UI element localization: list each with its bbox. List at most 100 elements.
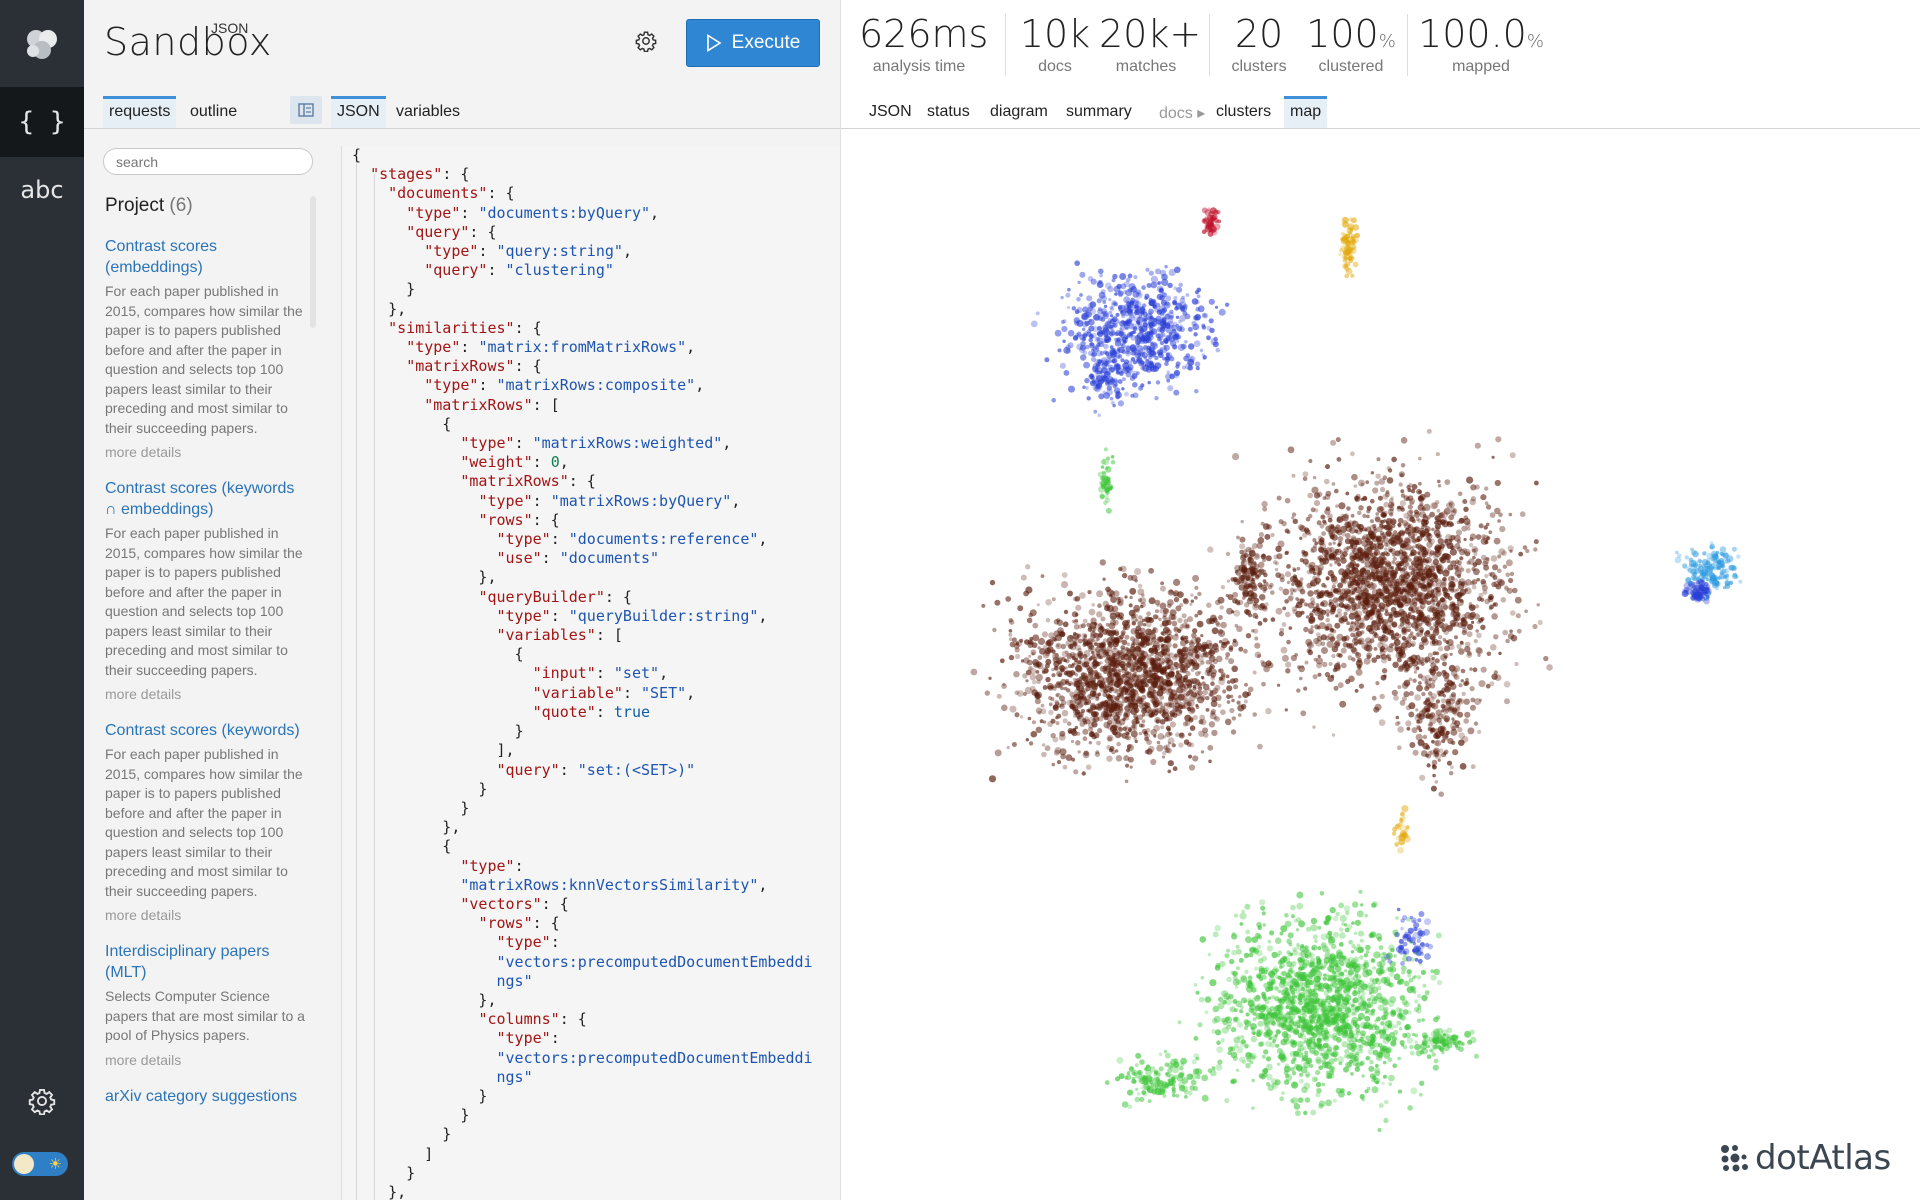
map-point <box>1074 317 1080 324</box>
map-point <box>1192 755 1199 762</box>
map-point <box>1110 307 1115 311</box>
request-title[interactable]: Contrast scores (embeddings) <box>105 238 218 276</box>
map-point <box>1331 482 1336 486</box>
map-point <box>1167 317 1174 325</box>
theme-toggle[interactable]: ☀ <box>12 1152 68 1176</box>
document-map[interactable] <box>841 129 1920 1200</box>
map-point <box>1077 638 1083 644</box>
map-point <box>1147 316 1152 322</box>
map-point <box>1417 605 1424 613</box>
app-logo[interactable] <box>0 10 84 80</box>
map-point <box>988 775 997 783</box>
map-point <box>1393 530 1398 535</box>
tab-map[interactable]: map <box>1284 96 1328 128</box>
map-point <box>1475 534 1482 540</box>
tab-docs[interactable]: docs ▸ <box>1159 105 1206 122</box>
search-input[interactable] <box>103 148 313 175</box>
map-point <box>1077 660 1082 664</box>
execute-button[interactable]: Execute <box>686 19 820 67</box>
map-point <box>1351 473 1358 481</box>
map-point <box>1160 299 1168 306</box>
map-point <box>1188 764 1196 771</box>
map-point <box>1228 658 1235 665</box>
tab-json[interactable]: JSON <box>331 96 386 128</box>
map-point <box>1124 688 1132 696</box>
map-point <box>1164 322 1171 329</box>
more-details-link[interactable]: more details <box>105 1051 182 1068</box>
layout-toggle-button[interactable] <box>290 96 322 124</box>
map-point <box>1490 555 1498 562</box>
map-point <box>1175 672 1183 680</box>
tab-status[interactable]: status <box>927 103 970 120</box>
map-point <box>1068 385 1075 393</box>
map-point <box>1145 336 1152 344</box>
map-point <box>1083 701 1088 706</box>
map-point <box>1190 668 1195 672</box>
map-point <box>1071 306 1076 311</box>
map-point <box>1075 604 1082 611</box>
map-point <box>1161 316 1166 321</box>
map-point <box>1411 545 1415 549</box>
map-point <box>1189 690 1194 695</box>
map-point <box>1424 491 1431 498</box>
map-point <box>1336 562 1342 567</box>
tab-requests[interactable]: requests <box>103 96 177 128</box>
map-point <box>1341 604 1346 609</box>
map-point <box>1469 667 1473 671</box>
more-details-link[interactable]: more details <box>105 907 182 923</box>
code-text[interactable]: { "stages": { "documents": { "type": "do… <box>352 146 813 1200</box>
map-point <box>1172 344 1178 350</box>
tab-result-json[interactable]: JSON <box>869 103 912 120</box>
map-point <box>1369 594 1375 600</box>
request-title[interactable]: Contrast scores (keywords ∩ embeddings) <box>105 480 295 518</box>
map-point <box>1440 698 1447 704</box>
map-point <box>1032 679 1037 685</box>
map-point <box>1456 560 1462 566</box>
map-point <box>1085 386 1089 390</box>
map-point <box>1150 758 1157 766</box>
map-point <box>1346 621 1350 626</box>
map-point <box>1045 617 1051 623</box>
map-point <box>1056 760 1062 765</box>
map-point <box>1075 333 1080 338</box>
map-point <box>1102 711 1106 715</box>
map-point <box>1214 305 1219 309</box>
more-details-link[interactable]: more details <box>105 444 182 460</box>
request-title[interactable]: Interdisciplinary papers (MLT) <box>105 943 270 981</box>
rail-settings[interactable] <box>0 1066 84 1136</box>
map-point <box>1141 728 1148 735</box>
map-point <box>1165 352 1170 357</box>
map-point <box>1140 604 1144 609</box>
map-point <box>1376 617 1381 623</box>
tab-clusters[interactable]: clusters <box>1216 103 1272 120</box>
map-point <box>1410 643 1415 647</box>
json-editor[interactable]: { "stages": { "documents": { "type": "do… <box>341 146 907 1200</box>
map-point <box>1480 537 1488 545</box>
map-point <box>1505 572 1510 577</box>
map-point <box>1142 623 1147 627</box>
tab-outline[interactable]: outline <box>190 103 238 120</box>
map-point <box>1175 605 1182 612</box>
more-details-link[interactable]: more details <box>105 686 182 702</box>
rail-text-view[interactable]: abc <box>0 155 84 225</box>
map-point <box>1074 309 1080 315</box>
tab-variables[interactable]: variables <box>396 103 461 120</box>
map-point <box>1106 379 1111 384</box>
request-title[interactable]: Contrast scores (keywords) <box>105 722 300 739</box>
map-point <box>1127 310 1134 317</box>
rail-json-editor[interactable]: { } <box>0 87 84 157</box>
map-point <box>1459 548 1466 556</box>
map-point <box>1187 616 1194 623</box>
tab-summary[interactable]: summary <box>1066 103 1132 120</box>
map-point <box>1426 541 1433 548</box>
map-point <box>1375 512 1379 516</box>
settings-button[interactable] <box>635 30 661 56</box>
map-point <box>1493 634 1499 640</box>
tab-diagram[interactable]: diagram <box>990 103 1048 120</box>
map-point <box>1020 574 1027 581</box>
map-point <box>1069 644 1074 649</box>
map-point <box>1169 373 1175 380</box>
request-title[interactable]: arXiv category suggestions <box>105 1087 298 1105</box>
list-scrollbar[interactable] <box>310 196 316 328</box>
map-point <box>1071 619 1076 624</box>
